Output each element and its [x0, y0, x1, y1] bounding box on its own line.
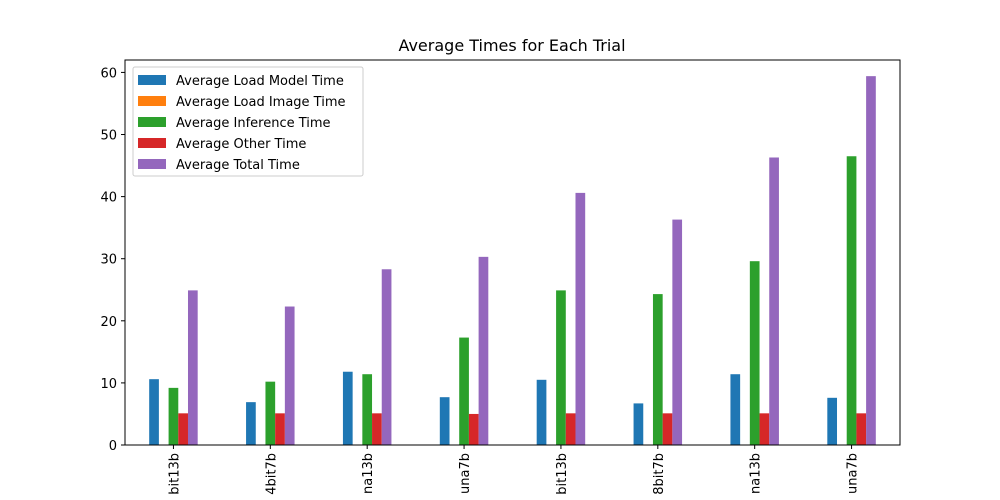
- legend-swatch: [138, 138, 166, 148]
- bar: [439, 397, 450, 445]
- legend: Average Load Model Time Average Load Imag…: [132, 66, 364, 177]
- bar: [178, 413, 188, 445]
- y-tick-label: 50: [100, 129, 117, 144]
- x-tick-label: bit13b: [555, 453, 570, 495]
- bar: [565, 413, 576, 445]
- legend-label: Average Load Model Time: [176, 74, 344, 89]
- bar: [468, 413, 479, 445]
- bar: [652, 294, 663, 445]
- x-tick-label: 8bit7b: [652, 453, 667, 495]
- bar: [265, 381, 276, 445]
- bar: [633, 403, 644, 445]
- plot-frame: [124, 59, 901, 446]
- bar: [536, 379, 547, 445]
- x-tick-label: na13b: [749, 453, 764, 494]
- bar: [827, 397, 838, 445]
- bar: [759, 413, 770, 445]
- legend-label: Average Other Time: [176, 137, 306, 152]
- x-tick-label: 4bit7b: [264, 453, 279, 495]
- bar: [749, 261, 760, 445]
- bar: [381, 269, 392, 445]
- y-tick-label: 60: [100, 66, 117, 81]
- bar: [730, 374, 741, 445]
- x-tick-label: una7b: [458, 453, 473, 494]
- bar: [275, 413, 285, 445]
- x-tick-label: bit13b: [167, 453, 182, 495]
- legend-swatch: [138, 96, 166, 106]
- bar: [672, 219, 683, 445]
- bar: [187, 290, 198, 445]
- plot-area: [124, 59, 901, 446]
- bar: [769, 157, 779, 446]
- legend-swatch: [138, 75, 166, 85]
- bar: [662, 413, 673, 445]
- bar: [362, 374, 373, 445]
- y-axis: 0 10 20 30 40 50 60: [100, 66, 125, 454]
- bar: [556, 290, 566, 445]
- bar: [856, 413, 867, 445]
- x-tick-label: una7b: [846, 453, 861, 494]
- bar: [284, 306, 295, 445]
- chart-title: Average Times for Each Trial: [398, 36, 625, 55]
- bar: [246, 402, 256, 445]
- legend-label: Average Total Time: [176, 158, 300, 173]
- legend-label: Average Inference Time: [176, 116, 331, 131]
- bar: [459, 337, 469, 445]
- legend-box: [132, 66, 364, 177]
- legend-label: Average Load Image Time: [176, 95, 346, 110]
- bar: [342, 371, 353, 445]
- legend-swatch: [138, 159, 166, 169]
- bar: [168, 387, 179, 445]
- bar: [866, 76, 876, 446]
- legend-swatch: [138, 117, 166, 127]
- bar: [372, 413, 382, 445]
- y-tick-label: 0: [109, 439, 117, 454]
- bar: [575, 192, 586, 445]
- y-tick-label: 30: [100, 253, 117, 268]
- bar: [846, 156, 857, 445]
- bar: [478, 256, 489, 445]
- y-tick-label: 10: [100, 377, 117, 392]
- x-axis: bit13b 4bit7b na13b una7b bit13b 8bit7b na13b u…: [167, 445, 861, 495]
- x-tick-label: na13b: [361, 453, 376, 494]
- y-tick-label: 20: [100, 315, 117, 330]
- y-tick-label: 40: [100, 191, 117, 206]
- bar: [149, 379, 159, 445]
